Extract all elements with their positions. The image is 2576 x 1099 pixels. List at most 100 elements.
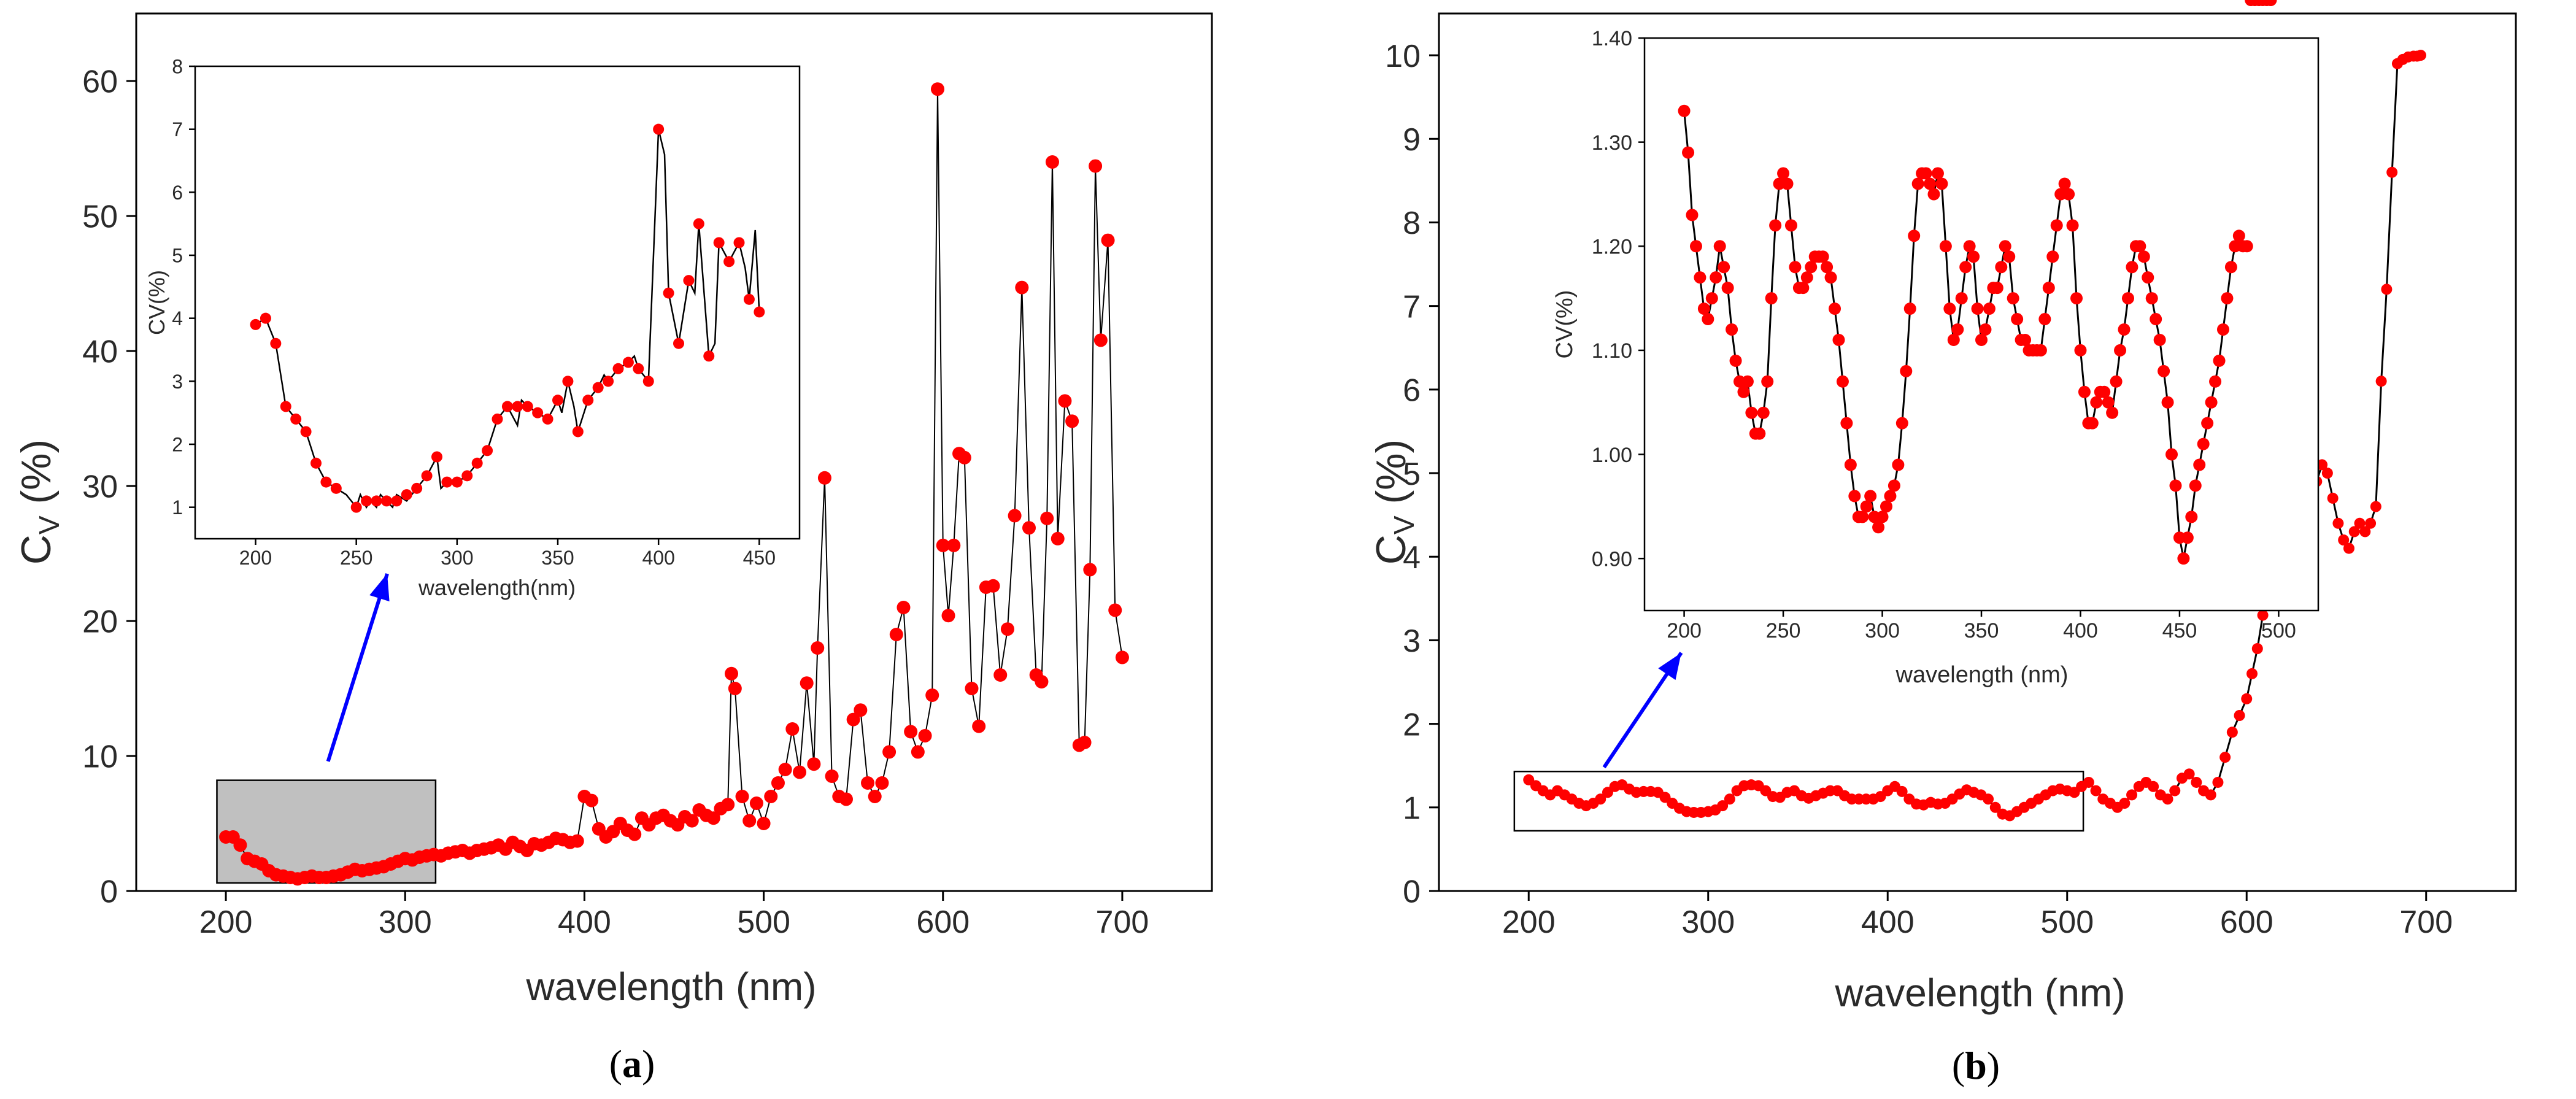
inset-data-point	[1880, 500, 1892, 513]
inset-data-point	[1860, 500, 1873, 513]
pointer-arrow-head	[369, 574, 390, 602]
inset-data-point	[1816, 250, 1829, 263]
data-point	[1108, 603, 1122, 617]
inset-data-point	[2181, 531, 2194, 544]
inset-data-point	[1697, 303, 1710, 315]
data-point	[1015, 280, 1029, 295]
data-point	[1040, 511, 1054, 525]
data-point	[2381, 283, 2393, 295]
inset-data-point	[1927, 188, 1940, 201]
inset-data-point	[1797, 282, 1810, 295]
x-tick-label: 500	[2040, 904, 2094, 940]
y-tick-label: 60	[82, 64, 118, 100]
inset-data-point	[2165, 448, 2178, 461]
data-point	[1983, 793, 1994, 805]
x-tick-label: 500	[737, 904, 790, 940]
data-point	[2375, 376, 2387, 387]
data-point	[742, 814, 757, 828]
inset-data-point	[411, 482, 423, 494]
data-point	[1093, 333, 1108, 347]
inset-data-point	[2153, 333, 2166, 346]
inset-data-point	[522, 401, 533, 412]
inset-data-point	[2158, 364, 2170, 377]
data-point	[778, 763, 792, 776]
data-point	[918, 729, 932, 742]
inset-data-point	[1895, 417, 1908, 430]
inset-data-point	[1713, 240, 1726, 253]
data-point	[2332, 517, 2344, 529]
inset-data-point	[320, 476, 332, 488]
inset-x-tick-label: 300	[1865, 619, 1900, 642]
inset-data-point	[461, 470, 473, 482]
inset-data-point	[1935, 177, 1948, 190]
data-point	[2321, 468, 2333, 479]
y-tick-label: 8	[1403, 206, 1421, 241]
inset-data-point	[2189, 479, 2202, 492]
inset-data-point	[1848, 490, 1861, 503]
inset-data-point	[1908, 229, 1921, 242]
inset-data-point	[532, 407, 544, 418]
inset-data-point	[2050, 219, 2063, 232]
inset-y-tick-label: 0.90	[1592, 547, 1632, 571]
inset-data-point	[713, 237, 725, 249]
inset-data-point	[2007, 292, 2019, 305]
inset-data-point	[260, 312, 271, 324]
inset-data-point	[1919, 167, 1932, 180]
inset-y-axis-title: CV(%)	[1552, 290, 1578, 359]
data-point	[986, 579, 1000, 593]
data-point	[1058, 394, 1072, 408]
inset-data-point	[622, 357, 634, 368]
inset-x-tick-label: 350	[1964, 619, 1999, 642]
inset-data-point	[2058, 177, 2071, 190]
data-point	[1115, 650, 1129, 665]
inset-data-point	[2070, 292, 2083, 305]
inset-data-point	[280, 401, 291, 412]
data-point	[793, 765, 807, 779]
y-tick-label: 10	[1385, 39, 1421, 74]
inset-data-point	[1975, 333, 1988, 346]
inset-data-point	[1757, 406, 1770, 419]
inset-data-point	[1900, 364, 1913, 377]
inset-data-point	[2078, 385, 2091, 398]
data-point	[1717, 800, 1729, 812]
data-point	[2148, 781, 2159, 792]
inset-data-point	[1924, 177, 1937, 190]
panel-a-x-axis-title: wavelength (nm)	[525, 965, 816, 1009]
inset-data-point	[1777, 167, 1790, 180]
inset-data-point	[1876, 511, 1889, 523]
data-point	[965, 682, 979, 695]
data-point	[868, 790, 882, 803]
panel-b-caption: (b)	[1952, 1044, 2000, 1087]
pointer-arrow-shaft	[326, 573, 389, 762]
panel-b-x-axis-title: wavelength (nm)	[1834, 971, 2125, 1015]
inset-data-point	[1721, 282, 1734, 295]
inset-data-point	[1967, 250, 1980, 263]
inset-data-point	[1741, 375, 1754, 388]
inset-data-point	[1686, 209, 1699, 222]
data-point	[2415, 50, 2426, 61]
x-tick-label: 600	[2220, 904, 2273, 940]
data-point	[2083, 776, 2094, 788]
inset-x-tick-label: 450	[743, 547, 776, 569]
data-point	[1035, 675, 1049, 688]
x-tick-label: 600	[916, 904, 970, 940]
data-point	[2126, 789, 2138, 801]
inset-data-point	[582, 395, 594, 406]
inset-data-point	[1963, 240, 1976, 253]
data-point	[2241, 693, 2253, 704]
x-tick-label: 700	[1096, 904, 1149, 940]
panel-a-y-axis-title: CV (%)	[13, 439, 65, 565]
data-point	[846, 712, 860, 727]
inset-data-point	[1689, 240, 1702, 253]
inset-y-tick-label: 4	[172, 307, 183, 330]
panel-a-plot-frame	[135, 12, 1213, 892]
inset-data-point	[1682, 146, 1695, 159]
data-point	[930, 82, 944, 96]
data-point	[889, 628, 903, 641]
data-point	[800, 676, 814, 690]
inset-data-point	[1753, 427, 1766, 440]
data-point	[685, 814, 699, 828]
data-point	[957, 450, 971, 465]
data-point	[2212, 776, 2224, 788]
